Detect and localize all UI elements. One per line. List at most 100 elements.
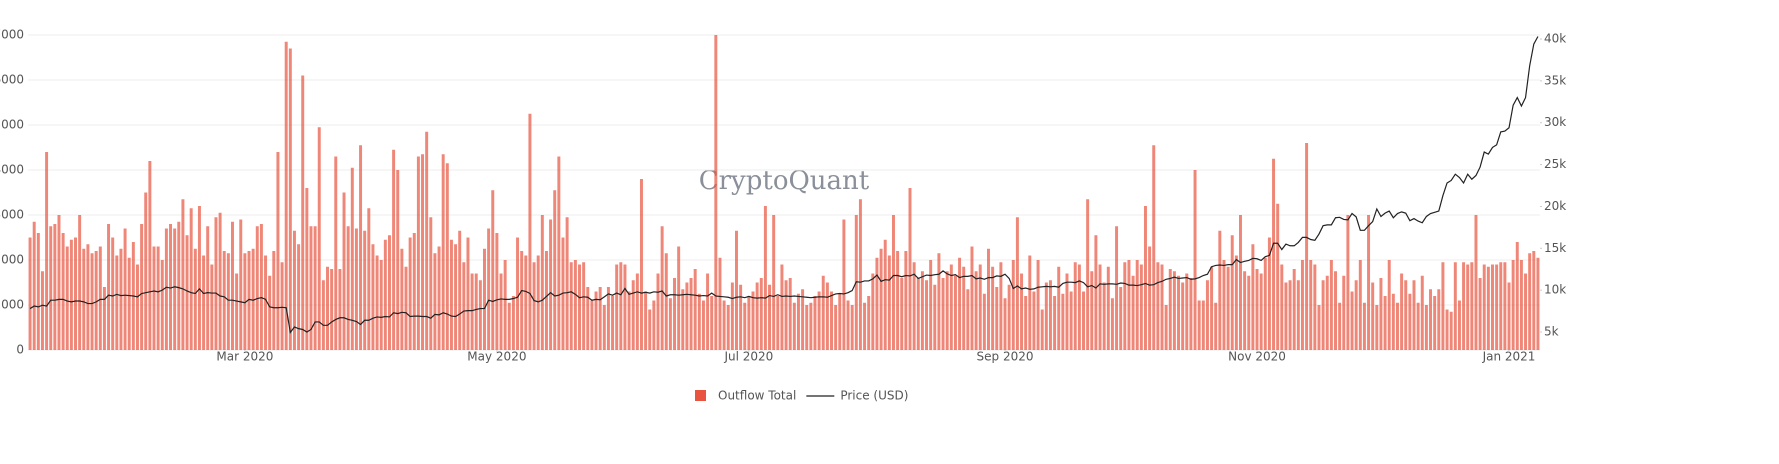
bar — [714, 35, 718, 350]
bar — [499, 273, 503, 350]
bar — [891, 215, 895, 350]
bar — [57, 215, 61, 350]
bar — [730, 282, 734, 350]
bar — [1164, 305, 1168, 350]
bar — [272, 251, 276, 350]
bar — [1177, 275, 1181, 350]
bar — [763, 206, 767, 350]
bar — [193, 248, 197, 350]
bar — [1334, 271, 1337, 350]
legend-swatch — [695, 390, 706, 401]
bar — [1437, 289, 1441, 350]
y-tick-label: 3000 — [0, 208, 24, 222]
x-tick-label: Jan 2021 — [1482, 350, 1536, 364]
bar — [503, 260, 507, 350]
bar — [156, 246, 160, 350]
bar — [858, 199, 862, 350]
bar — [330, 269, 334, 350]
bar — [466, 237, 470, 350]
bar — [1482, 264, 1486, 350]
bar — [239, 219, 243, 350]
bar — [1020, 273, 1024, 350]
bar — [280, 262, 284, 350]
bar — [557, 156, 561, 350]
bar — [197, 206, 201, 350]
x-tick-label: Mar 2020 — [216, 350, 273, 364]
bar — [264, 255, 268, 350]
bar — [350, 167, 354, 350]
y2-tick-label: 20k — [1544, 199, 1566, 213]
bar — [925, 280, 929, 350]
bar — [396, 170, 400, 350]
bar — [276, 152, 280, 350]
bar — [792, 302, 796, 350]
bar — [82, 248, 86, 350]
bar — [445, 163, 449, 350]
bar — [185, 235, 189, 350]
bar — [830, 291, 833, 350]
y2-tick-label: 30k — [1544, 115, 1566, 129]
y2-tick-label: 15k — [1544, 241, 1566, 255]
bar — [1255, 269, 1259, 350]
bar — [1073, 262, 1077, 350]
bar — [371, 244, 375, 350]
bar — [648, 309, 652, 350]
bar — [1358, 260, 1362, 350]
legend-label: Outflow Total — [718, 389, 796, 403]
bar — [631, 280, 635, 350]
bar — [1119, 287, 1123, 350]
bar — [1424, 305, 1428, 350]
bar — [86, 244, 90, 350]
bar — [1284, 282, 1288, 350]
bar — [107, 224, 111, 350]
bar — [111, 237, 115, 350]
bar — [875, 257, 879, 350]
bar — [949, 264, 953, 350]
bar — [1239, 215, 1242, 350]
bar — [1511, 260, 1515, 350]
bar — [623, 264, 627, 350]
bar — [1453, 262, 1457, 350]
bar — [1040, 309, 1044, 350]
bar — [937, 253, 941, 350]
bar — [363, 230, 367, 350]
bar — [1362, 302, 1366, 350]
bar — [1110, 298, 1114, 350]
bar — [953, 275, 957, 350]
bar — [619, 262, 623, 350]
bar — [586, 287, 590, 350]
bar — [69, 239, 73, 350]
bar — [553, 190, 557, 350]
bar — [1086, 199, 1090, 350]
bar — [354, 228, 358, 350]
bar — [1391, 293, 1395, 350]
bar — [148, 161, 152, 350]
bar — [1383, 296, 1387, 350]
bar — [1218, 230, 1222, 350]
bar — [1094, 235, 1098, 350]
bar — [681, 289, 685, 350]
bar — [1338, 302, 1342, 350]
bar — [1350, 291, 1354, 350]
bar — [1321, 280, 1325, 350]
bar — [1205, 280, 1209, 350]
bar — [582, 262, 586, 350]
bar — [491, 190, 495, 350]
bar — [908, 188, 912, 350]
bar — [1280, 264, 1284, 350]
bar — [540, 215, 544, 350]
bar — [524, 255, 528, 350]
x-tick-label: May 2020 — [467, 350, 526, 364]
bar — [495, 233, 499, 350]
bar — [838, 293, 842, 350]
bar — [102, 287, 106, 350]
bar — [1131, 275, 1135, 350]
bar — [627, 291, 631, 350]
bar — [1048, 280, 1052, 350]
x-tick-label: Sep 2020 — [977, 350, 1034, 364]
bar — [1044, 282, 1048, 350]
bar — [259, 224, 263, 350]
bar — [1135, 260, 1139, 350]
y2-tick-label: 35k — [1544, 73, 1566, 87]
bar — [664, 253, 668, 350]
